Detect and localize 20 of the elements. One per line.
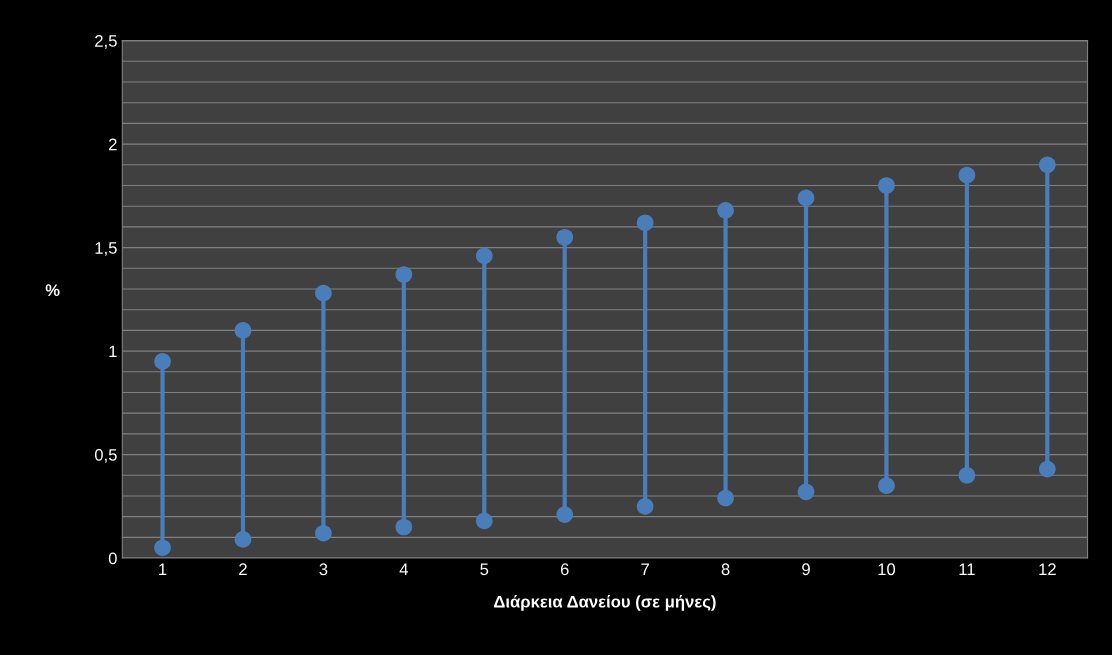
x-tick-label: 4 xyxy=(399,563,408,575)
x-tick-label: 9 xyxy=(802,563,810,576)
y-tick-label: 1 xyxy=(109,345,117,358)
x-tick-label: 3 xyxy=(319,563,328,576)
x-tick-label: 10 xyxy=(878,563,896,576)
x-tick-label: 11 xyxy=(959,563,975,575)
y-tick-label: 0 xyxy=(108,552,117,565)
y-tick-label: 0,5 xyxy=(94,448,117,463)
y-tick-label: 1,5 xyxy=(95,242,117,256)
x-tick-label: 2 xyxy=(239,563,247,575)
y-axis-title: % xyxy=(45,284,60,297)
x-tick-label: 6 xyxy=(560,563,569,576)
x-tick-label: 8 xyxy=(721,563,730,576)
y-tick-label: 2 xyxy=(109,138,117,151)
y-tick-label: 2,5 xyxy=(95,35,117,49)
x-tick-label: 1 xyxy=(159,563,167,575)
x-tick-label: 5 xyxy=(480,563,489,576)
x-tick-label: 7 xyxy=(641,563,649,575)
x-tick-label: 12 xyxy=(1039,563,1056,575)
x-axis-title: Διάρκεια Δανείου (σε μήνες) xyxy=(494,595,716,611)
